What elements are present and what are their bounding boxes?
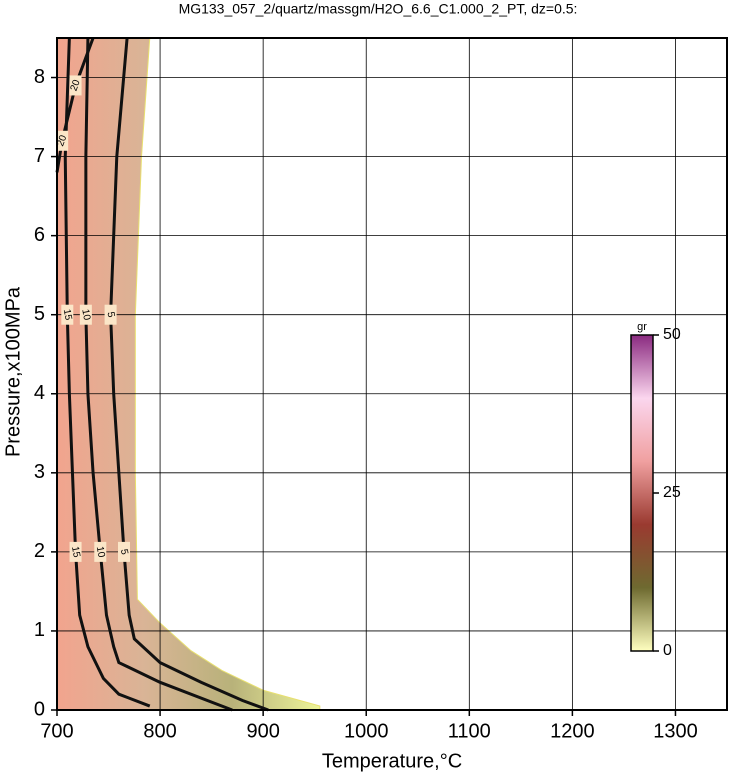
colorbar-tick-label: 50 — [663, 326, 681, 343]
y-tick-label: 6 — [34, 224, 45, 246]
contour-label-bg — [118, 541, 130, 562]
chart-title: MG133_057_2/quartz/massgm/H2O_6.6_C1.000… — [179, 1, 578, 17]
contour-label-bg — [69, 75, 82, 96]
contour-label: 15 — [69, 545, 82, 558]
y-axis-label: Pressure,x100MPa — [2, 286, 24, 457]
y-tick-label: 7 — [34, 145, 45, 167]
colorbar — [630, 334, 654, 652]
x-tick-label: 1200 — [550, 720, 595, 742]
x-tick-label: 900 — [246, 720, 279, 742]
y-tick-label: 4 — [34, 382, 45, 404]
contour-label-bg — [69, 541, 82, 562]
contour-label: 10 — [79, 308, 92, 321]
contour-label: 15 — [61, 308, 74, 321]
contour-label-bg — [94, 541, 107, 562]
contour-label-bg — [79, 304, 92, 325]
y-tick-label: 8 — [34, 66, 45, 88]
y-tick-label: 3 — [34, 461, 45, 483]
plot-frame — [56, 37, 728, 711]
y-tick-label: 5 — [34, 303, 45, 325]
contour-label: 10 — [94, 545, 107, 558]
x-tick-label: 1100 — [448, 720, 491, 742]
contour-label-bg — [56, 130, 69, 151]
colorbar-label: gr — [637, 321, 647, 333]
colorbar-tick-label: 25 — [663, 484, 681, 501]
x-tick-label: 1000 — [344, 720, 389, 742]
contour-label-bg — [104, 304, 117, 325]
contour-label: 5 — [105, 311, 117, 319]
x-tick-label: 800 — [143, 720, 176, 742]
contour-line — [109, 37, 269, 712]
y-tick-label: 2 — [34, 540, 45, 562]
contour-label: 20 — [69, 78, 83, 93]
y-tick-label: 1 — [34, 619, 45, 641]
x-tick-label: 1300 — [653, 720, 698, 742]
colorbar-tick-label: 0 — [663, 642, 672, 659]
data-region — [56, 37, 321, 711]
y-tick-label: 0 — [34, 698, 45, 720]
contour-label: 5 — [118, 548, 130, 556]
x-tick-label: 700 — [40, 720, 73, 742]
x-axis-label: Temperature,°C — [322, 750, 462, 772]
contour-line — [84, 37, 233, 712]
contour-label: 20 — [55, 133, 69, 148]
contour-line — [55, 37, 95, 173]
contour-label-bg — [61, 304, 74, 325]
